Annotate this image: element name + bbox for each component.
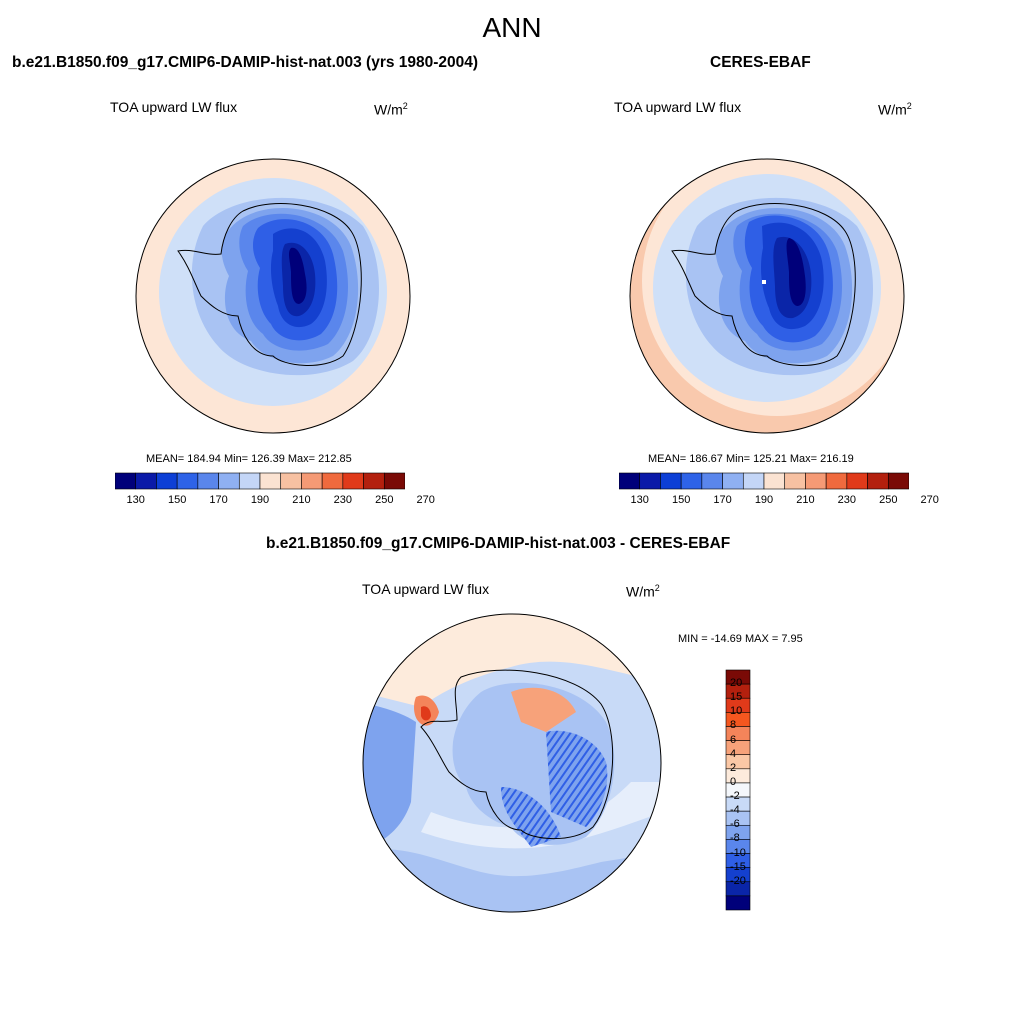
panel-diff-title: b.e21.B1850.f09_g17.CMIP6-DAMIP-hist-nat… [266, 535, 731, 552]
colorbar-swatch [619, 472, 641, 490]
colorbar-swatch [280, 472, 302, 490]
colorbar-swatch [301, 472, 323, 490]
colorbar-tick-label: 10 [730, 705, 743, 718]
panel-test-polar-map [135, 158, 411, 434]
colorbar-swatch [846, 472, 868, 490]
colorbar-tick-label: -6 [730, 818, 740, 831]
colorbar-tick-label: 150 [167, 494, 187, 506]
panel-diff-polar-map [362, 613, 662, 913]
panel-diff-variable-label: TOA upward LW flux [362, 581, 490, 597]
colorbar-swatch [701, 472, 723, 490]
colorbar-tick-label: 250 [879, 494, 898, 506]
colorbar-tick-label: -10 [730, 846, 746, 859]
colorbar-swatch [887, 472, 909, 490]
colorbar-tick-label: 8 [730, 719, 737, 732]
colorbar-tick-label: 270 [416, 494, 435, 506]
panel-obs-polar-map [629, 158, 905, 434]
colorbar-swatch [342, 472, 364, 490]
colorbar-tick-label: 270 [920, 494, 939, 506]
colorbar-swatch [722, 472, 744, 490]
colorbar-swatch [218, 472, 240, 490]
panel-diff-colorbar [725, 669, 751, 911]
colorbar-swatch [363, 472, 385, 490]
panel-obs-stats: MEAN= 186.67 Min= 125.21 Max= 216.19 [648, 453, 854, 465]
colorbar-tick-label: 2 [730, 761, 737, 774]
colorbar-tick-label: 190 [754, 494, 774, 506]
panel-test-colorbar [115, 472, 405, 490]
colorbar-swatch [321, 472, 344, 490]
colorbar-swatch [238, 472, 261, 490]
colorbar-swatch [825, 472, 848, 490]
colorbar-swatch [867, 472, 889, 490]
colorbar-tick-label: 230 [837, 494, 857, 506]
colorbar-tick-label: 170 [713, 494, 732, 506]
colorbar-swatch [115, 472, 137, 490]
colorbar-tick-label: 170 [209, 494, 228, 506]
colorbar-tick-label: 130 [630, 494, 649, 506]
colorbar-swatch [805, 472, 827, 490]
panel-obs-title: CERES-EBAF [710, 54, 811, 71]
panel-test-variable-label: TOA upward LW flux [110, 99, 238, 115]
colorbar-swatch [680, 472, 703, 490]
colorbar-tick-label: 250 [375, 494, 394, 506]
panel-obs-variable-label: TOA upward LW flux [614, 99, 742, 115]
colorbar-swatch [742, 472, 765, 490]
colorbar-swatch [784, 472, 806, 490]
colorbar-swatch [383, 472, 405, 490]
colorbar-swatch [135, 472, 157, 490]
colorbar-tick-label: 210 [796, 494, 815, 506]
colorbar-tick-label: 15 [730, 691, 743, 704]
colorbar-tick-label: 4 [730, 747, 737, 760]
colorbar-swatch [763, 472, 786, 490]
colorbar-tick-label: -15 [730, 860, 746, 873]
panel-obs-colorbar [619, 472, 909, 490]
panel-diff-stats: MIN = -14.69 MAX = 7.95 [678, 633, 803, 645]
colorbar-tick-label: -2 [730, 790, 740, 803]
panel-test-title: b.e21.B1850.f09_g17.CMIP6-DAMIP-hist-nat… [12, 54, 479, 71]
colorbar-tick-label: 210 [292, 494, 311, 506]
colorbar-tick-label: 6 [730, 733, 737, 746]
colorbar-tick-label: 150 [671, 494, 691, 506]
colorbar-tick-label: 230 [333, 494, 353, 506]
colorbar-swatch [725, 895, 751, 911]
colorbar-tick-label: 20 [730, 677, 743, 690]
colorbar-tick-label: -20 [730, 874, 746, 887]
panel-obs-units-label: W/m2 [878, 101, 912, 118]
colorbar-tick-label: 130 [126, 494, 145, 506]
colorbar-swatch [156, 472, 178, 490]
colorbar-tick-label: 0 [730, 775, 737, 788]
colorbar-swatch [259, 472, 282, 490]
colorbar-tick-label: -8 [730, 832, 740, 845]
panel-test-stats: MEAN= 184.94 Min= 126.39 Max= 212.85 [146, 453, 352, 465]
colorbar-swatch [660, 472, 682, 490]
panel-diff-units-label: W/m2 [626, 583, 660, 600]
colorbar-swatch [176, 472, 199, 490]
colorbar-swatch [197, 472, 219, 490]
panel-test-units-label: W/m2 [374, 101, 408, 118]
figure-title: ANN [482, 12, 542, 43]
colorbar-tick-label: 190 [250, 494, 270, 506]
colorbar-swatch [639, 472, 661, 490]
colorbar-tick-label: -4 [730, 804, 740, 817]
